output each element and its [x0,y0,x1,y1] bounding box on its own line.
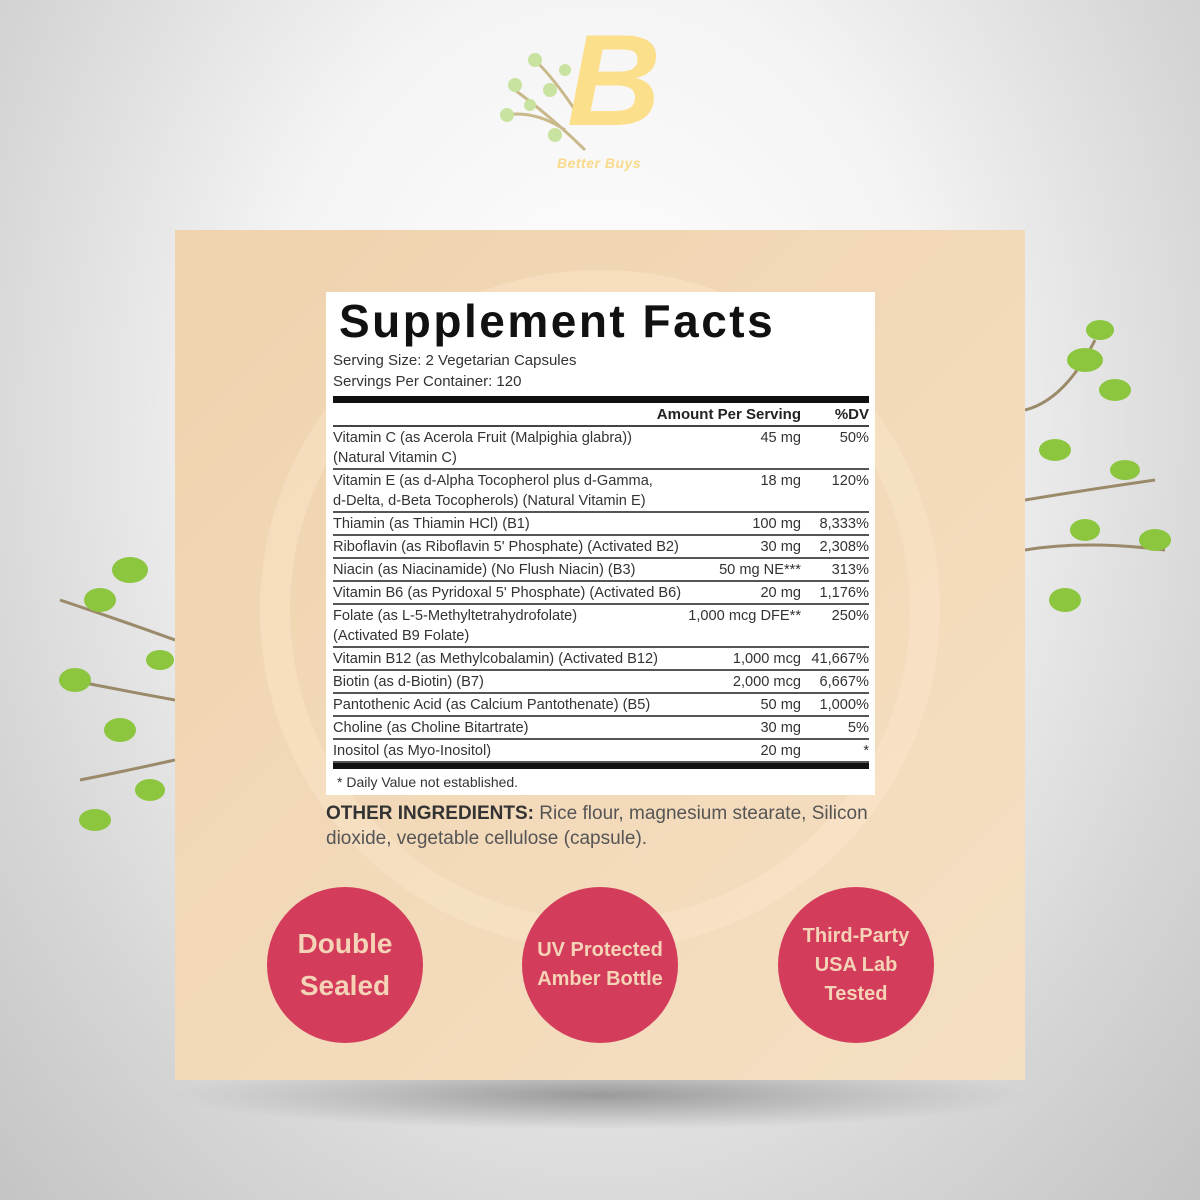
nutrient-name: Inositol (as Myo-Inositol) [333,743,492,759]
nutrient-amount: 50 mg NE*** [719,562,801,578]
nutrient-name: Folate (as L-5-Methyltetrahydrofolate) (… [333,608,578,644]
nutrient-amount: 18 mg [760,473,801,489]
nutrient-row: Niacin (as Niacinamide) (No Flush Niacin… [333,559,869,582]
label-column: Supplement Facts Serving Size: 2 Vegetar… [326,292,886,851]
leaves-left-icon [59,557,175,831]
nutrient-dv: 1,000% [819,697,870,713]
label-title: Supplement Facts [339,295,776,347]
nutrient-amount: 30 mg [760,720,801,736]
nutrient-dv: 120% [831,473,869,489]
nutrient-amount: 45 mg [760,430,801,446]
nutrient-row: Biotin (as d-Biotin) (B7) 2,000 mcg 6,667% [333,671,869,694]
nutrient-table: Vitamin C (as Acerola Fruit (Malpighia g… [333,427,869,763]
nutrient-name: Vitamin C (as Acerola Fruit (Malpighia g… [333,430,633,466]
col-amount: Amount Per Serving [656,405,801,423]
nutrient-dv: 41,667% [811,651,869,667]
logo-letter: B [567,7,661,153]
nutrient-amount: 50 mg [760,697,801,713]
nutrient-name: Pantothenic Acid (as Calcium Pantothenat… [333,697,651,713]
nutrient-dv: 50% [839,430,869,446]
brand-logo: B Better Buys [495,15,675,185]
nutrient-row: Riboflavin (as Riboflavin 5' Phosphate) … [333,536,869,559]
badge-uv-protected: UV Protected Amber Bottle [522,887,678,1043]
col-dv: %DV [834,405,869,423]
nutrient-amount: 1,000 mcg [732,651,801,667]
nutrient-row: Folate (as L-5-Methyltetrahydrofolate) (… [333,605,869,648]
nutrient-name: Biotin (as d-Biotin) (B7) [333,674,484,690]
nutrient-row: Pantothenic Acid (as Calcium Pantothenat… [333,694,869,717]
servings-per-container: Servings Per Container: 120 [333,373,522,390]
divider [333,396,869,403]
nutrient-name: Riboflavin (as Riboflavin 5' Phosphate) … [333,539,679,555]
nutrient-amount: 20 mg [760,585,801,601]
nutrient-row: Thiamin (as Thiamin HCl) (B1) 100 mg 8,333… [333,513,869,536]
brand-name: Better Buys [557,155,642,171]
nutrient-dv: * [863,743,869,759]
nutrient-dv: 2,308% [819,539,870,555]
other-ingredients-label: OTHER INGREDIENTS: [326,803,534,824]
nutrient-name: Thiamin (as Thiamin HCl) (B1) [333,516,530,532]
product-panel: Supplement Facts Serving Size: 2 Vegetar… [175,230,1025,1080]
other-ingredients-text: Rice flour, magnesium stearate, Silicon … [326,803,868,849]
nutrient-dv: 8,333% [819,516,870,532]
nutrient-row: Vitamin E (as d-Alpha Tocopherol plus d-… [333,470,869,513]
nutrient-row: Vitamin B12 (as Methylcobalamin) (Activa… [333,648,869,671]
nutrient-dv: 1,176% [819,585,870,601]
leaves-right-icon [1025,320,1171,612]
nutrient-dv: 6,667% [819,674,870,690]
nutrient-amount: 30 mg [760,539,801,555]
nutrient-amount: 100 mg [752,516,801,532]
supplement-facts-label: Supplement Facts Serving Size: 2 Vegetar… [326,292,875,795]
serving-size: Serving Size: 2 Vegetarian Capsules [333,352,577,369]
nutrient-row: Inositol (as Myo-Inositol) 20 mg * [333,740,869,763]
badge-lab-tested: Third-Party USA Lab Tested [778,887,934,1043]
nutrient-name: Vitamin B6 (as Pyridoxal 5' Phosphate) (… [333,585,682,601]
tree-icon [500,53,587,152]
table-header: Amount Per Serving %DV [333,403,869,427]
nutrient-name: Niacin (as Niacinamide) (No Flush Niacin… [333,562,636,578]
nutrient-row: Vitamin C (as Acerola Fruit (Malpighia g… [333,427,869,470]
nutrient-row: Choline (as Choline Bitartrate) 30 mg 5% [333,717,869,740]
nutrient-name: Vitamin B12 (as Methylcobalamin) (Activa… [333,651,658,667]
nutrient-dv: 250% [831,608,869,624]
nutrient-dv: 313% [831,562,869,578]
footnote: * Daily Value not established. [333,763,869,791]
nutrient-amount: 20 mg [760,743,801,759]
nutrient-name: Choline (as Choline Bitartrate) [333,720,529,736]
nutrient-name: Vitamin E (as d-Alpha Tocopherol plus d-… [333,473,653,509]
nutrient-amount: 1,000 mcg DFE** [688,608,801,624]
nutrient-row: Vitamin B6 (as Pyridoxal 5' Phosphate) (… [333,582,869,605]
nutrient-amount: 2,000 mcg [732,674,801,690]
badge-double-sealed: Double Sealed [267,887,423,1043]
nutrient-dv: 5% [847,720,869,736]
other-ingredients: OTHER INGREDIENTS: Rice flour, magnesium… [326,801,886,851]
